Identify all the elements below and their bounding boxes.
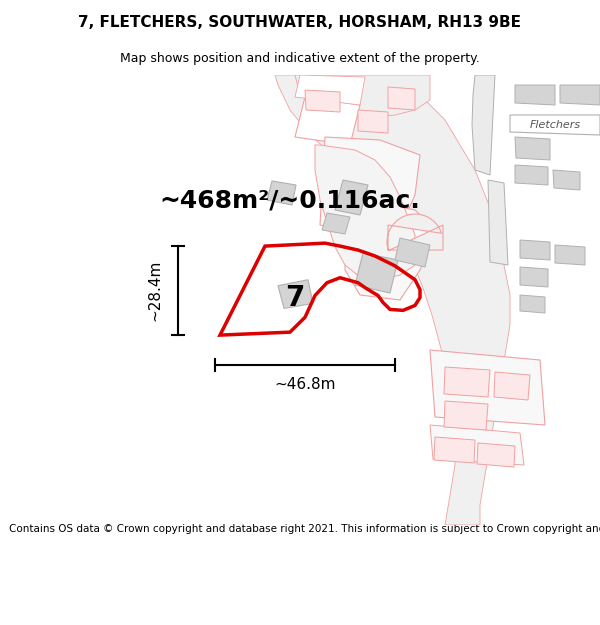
Polygon shape xyxy=(275,75,510,525)
Polygon shape xyxy=(444,367,490,397)
Polygon shape xyxy=(520,240,550,260)
Polygon shape xyxy=(515,85,555,105)
Polygon shape xyxy=(472,75,495,175)
Polygon shape xyxy=(510,115,600,135)
Polygon shape xyxy=(477,443,515,467)
Text: Fletchers: Fletchers xyxy=(529,120,581,130)
Polygon shape xyxy=(515,137,550,160)
Polygon shape xyxy=(494,372,530,400)
Text: 7, FLETCHERS, SOUTHWATER, HORSHAM, RH13 9BE: 7, FLETCHERS, SOUTHWATER, HORSHAM, RH13 … xyxy=(79,15,521,30)
Polygon shape xyxy=(315,145,415,280)
Polygon shape xyxy=(358,110,388,133)
Polygon shape xyxy=(444,401,488,430)
Polygon shape xyxy=(295,75,365,105)
Text: Contains OS data © Crown copyright and database right 2021. This information is : Contains OS data © Crown copyright and d… xyxy=(9,524,600,534)
Polygon shape xyxy=(388,87,415,110)
Polygon shape xyxy=(430,350,545,425)
Polygon shape xyxy=(560,85,600,105)
Polygon shape xyxy=(520,295,545,313)
Polygon shape xyxy=(305,90,340,112)
Text: ~28.4m: ~28.4m xyxy=(148,260,163,321)
Text: Map shows position and indicative extent of the property.: Map shows position and indicative extent… xyxy=(120,52,480,65)
Text: ~46.8m: ~46.8m xyxy=(274,377,336,392)
Polygon shape xyxy=(278,280,313,308)
Polygon shape xyxy=(355,253,398,293)
Polygon shape xyxy=(395,238,430,267)
Polygon shape xyxy=(520,267,548,287)
Polygon shape xyxy=(488,180,508,265)
Text: ~468m²/~0.116ac.: ~468m²/~0.116ac. xyxy=(160,189,421,213)
Polygon shape xyxy=(322,213,350,234)
Polygon shape xyxy=(335,180,368,215)
Polygon shape xyxy=(555,245,585,265)
Polygon shape xyxy=(553,170,580,190)
Polygon shape xyxy=(295,75,430,117)
Polygon shape xyxy=(430,425,524,465)
Polygon shape xyxy=(345,205,430,300)
Polygon shape xyxy=(434,437,475,463)
Polygon shape xyxy=(387,214,443,251)
Polygon shape xyxy=(295,97,360,145)
Polygon shape xyxy=(515,165,548,185)
Text: 7: 7 xyxy=(286,284,305,311)
Polygon shape xyxy=(267,181,296,205)
Polygon shape xyxy=(320,137,420,240)
